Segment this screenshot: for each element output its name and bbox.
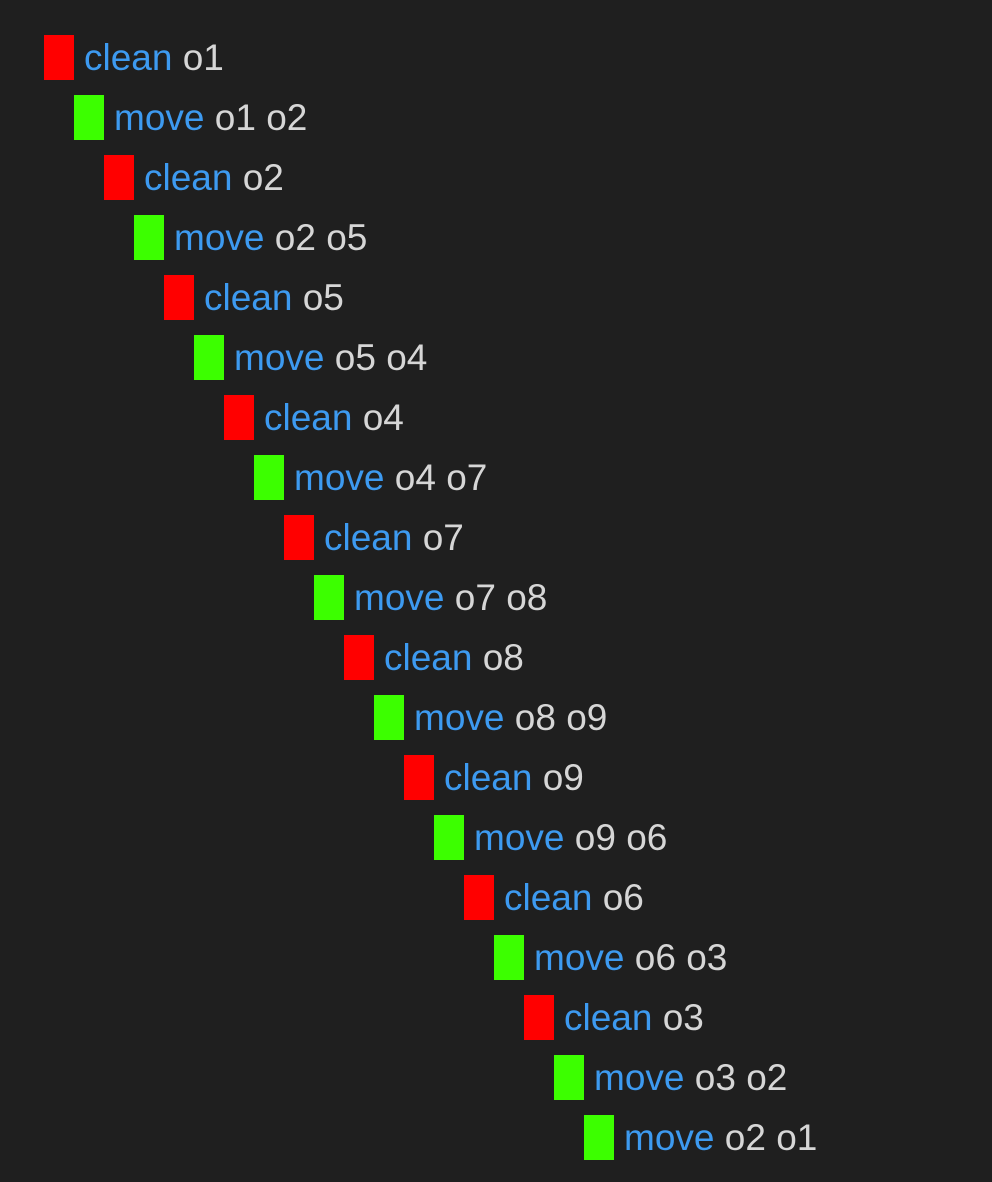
step-arguments: o9 o6 (574, 817, 668, 858)
step-arguments: o8 (482, 637, 524, 678)
step-action: move (174, 217, 265, 258)
move-marker (374, 695, 404, 740)
step-text: clean o6 (504, 875, 644, 920)
step-text: move o6 o3 (534, 935, 727, 980)
plan-step: clean o4 (224, 395, 404, 440)
step-text: clean o4 (264, 395, 404, 440)
clean-marker (164, 275, 194, 320)
step-text: move o2 o1 (624, 1115, 817, 1160)
plan-step: clean o5 (164, 275, 344, 320)
step-text: clean o8 (384, 635, 524, 680)
plan-step: move o9 o6 (434, 815, 667, 860)
step-text: move o5 o4 (234, 335, 427, 380)
step-text: clean o7 (324, 515, 464, 560)
step-action: clean (84, 37, 173, 78)
plan-step: move o2 o5 (134, 215, 367, 260)
step-action: move (234, 337, 325, 378)
step-text: move o8 o9 (414, 695, 607, 740)
step-action: move (594, 1057, 685, 1098)
step-action: clean (144, 157, 233, 198)
step-action: clean (204, 277, 293, 318)
plan-step: move o1 o2 (74, 95, 307, 140)
step-text: move o2 o5 (174, 215, 367, 260)
step-text: clean o2 (144, 155, 284, 200)
move-marker (494, 935, 524, 980)
step-action: clean (444, 757, 533, 798)
step-action: move (294, 457, 385, 498)
plan-step: move o5 o4 (194, 335, 427, 380)
step-arguments: o1 (182, 37, 224, 78)
step-text: clean o3 (564, 995, 704, 1040)
step-action: move (354, 577, 445, 618)
clean-marker (524, 995, 554, 1040)
move-marker (314, 575, 344, 620)
plan-step: clean o3 (524, 995, 704, 1040)
clean-marker (344, 635, 374, 680)
plan-step: clean o8 (344, 635, 524, 680)
plan-step: clean o1 (44, 35, 224, 80)
plan-step: move o7 o8 (314, 575, 547, 620)
plan-step: clean o9 (404, 755, 584, 800)
plan-step: move o6 o3 (494, 935, 727, 980)
step-action: move (474, 817, 565, 858)
step-arguments: o2 (242, 157, 284, 198)
step-arguments: o5 o4 (334, 337, 428, 378)
step-text: clean o5 (204, 275, 344, 320)
plan-step: move o4 o7 (254, 455, 487, 500)
plan-step: move o3 o2 (554, 1055, 787, 1100)
step-text: clean o9 (444, 755, 584, 800)
step-arguments: o8 o9 (514, 697, 608, 738)
move-marker (194, 335, 224, 380)
step-text: move o1 o2 (114, 95, 307, 140)
step-text: move o3 o2 (594, 1055, 787, 1100)
step-arguments: o2 o1 (724, 1117, 818, 1158)
plan-step: clean o2 (104, 155, 284, 200)
step-action: move (414, 697, 505, 738)
step-arguments: o7 o8 (454, 577, 548, 618)
plan-step: move o2 o1 (584, 1115, 817, 1160)
step-action: move (534, 937, 625, 978)
move-marker (74, 95, 104, 140)
clean-marker (44, 35, 74, 80)
move-marker (434, 815, 464, 860)
step-action: clean (504, 877, 593, 918)
step-arguments: o4 (362, 397, 404, 438)
step-action: clean (384, 637, 473, 678)
step-action: clean (564, 997, 653, 1038)
plan-step: clean o7 (284, 515, 464, 560)
plan-step: move o8 o9 (374, 695, 607, 740)
step-arguments: o6 (602, 877, 644, 918)
step-arguments: o5 (302, 277, 344, 318)
step-action: move (624, 1117, 715, 1158)
clean-marker (464, 875, 494, 920)
move-marker (554, 1055, 584, 1100)
move-marker (254, 455, 284, 500)
clean-marker (284, 515, 314, 560)
step-arguments: o9 (542, 757, 584, 798)
step-arguments: o4 o7 (394, 457, 488, 498)
move-marker (134, 215, 164, 260)
step-text: clean o1 (84, 35, 224, 80)
step-action: move (114, 97, 205, 138)
clean-marker (104, 155, 134, 200)
step-arguments: o6 o3 (634, 937, 728, 978)
step-arguments: o1 o2 (214, 97, 308, 138)
step-action: clean (324, 517, 413, 558)
step-text: move o7 o8 (354, 575, 547, 620)
clean-marker (404, 755, 434, 800)
plan-step: clean o6 (464, 875, 644, 920)
step-arguments: o3 (662, 997, 704, 1038)
move-marker (584, 1115, 614, 1160)
step-text: move o4 o7 (294, 455, 487, 500)
step-arguments: o2 o5 (274, 217, 368, 258)
step-arguments: o3 o2 (694, 1057, 788, 1098)
step-action: clean (264, 397, 353, 438)
clean-marker (224, 395, 254, 440)
step-arguments: o7 (422, 517, 464, 558)
step-text: move o9 o6 (474, 815, 667, 860)
